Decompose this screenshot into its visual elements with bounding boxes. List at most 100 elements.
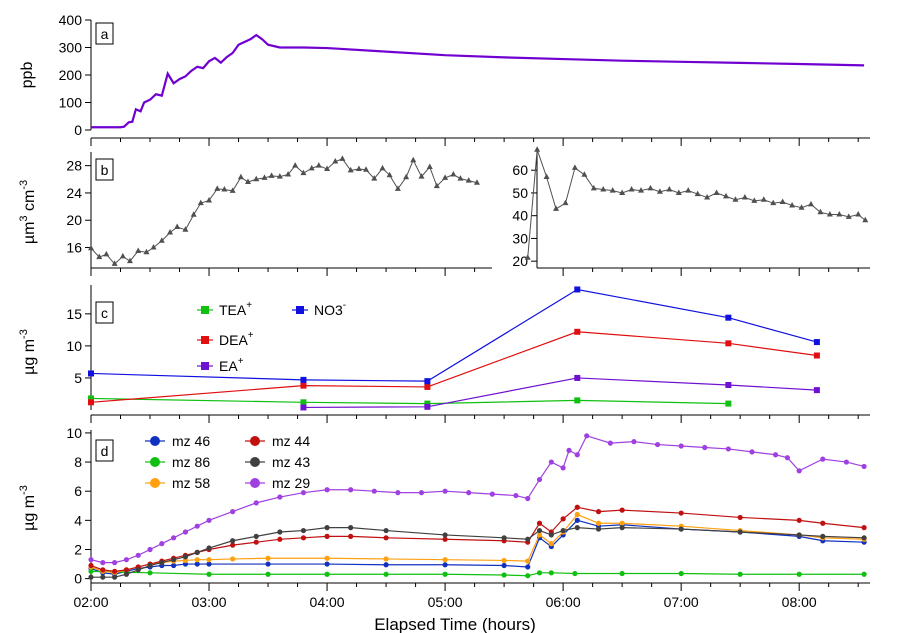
data-point-mz-46 (324, 561, 330, 567)
y-tick-label: 30 (512, 230, 528, 246)
data-point-left (363, 166, 370, 172)
data-point-mz-58 (206, 557, 212, 563)
data-point-mz-29 (574, 452, 580, 458)
data-point-mz-43 (277, 529, 283, 535)
data-point-mz-29 (796, 468, 802, 474)
data-point-mz-29 (607, 440, 613, 446)
data-point-left (457, 175, 464, 181)
data-point-left (182, 226, 189, 232)
data-point-left (190, 211, 197, 217)
data-point-mz-29 (395, 490, 401, 496)
data-point-mz-43 (123, 571, 130, 577)
data-point-mz-29 (784, 455, 790, 461)
data-point-right (581, 171, 588, 177)
panel-a-ylabel: ppb (19, 62, 36, 89)
data-point-right (817, 208, 824, 215)
data-point-right (732, 196, 739, 202)
data-point-left (103, 250, 110, 257)
data-point-dea (424, 383, 431, 390)
data-point-mz-44 (112, 568, 118, 574)
data-point-ea (725, 382, 732, 388)
data-point-left (214, 185, 221, 191)
panel-d-label-box (95, 439, 114, 462)
data-point-dea (88, 399, 94, 406)
data-point-mz-46 (182, 561, 189, 567)
data-point-mz-43 (253, 533, 259, 539)
y-tick-label: 8 (74, 454, 82, 470)
data-point-dea (813, 352, 820, 359)
data-point-ea (424, 403, 431, 410)
data-point-left (418, 173, 425, 179)
y-tick-label: 28 (66, 158, 82, 174)
data-point-right (590, 184, 597, 191)
data-point-dea (725, 340, 732, 347)
data-point-left (253, 175, 260, 182)
data-point-mz-29 (123, 557, 130, 563)
data-point-left (126, 257, 133, 264)
data-point-right (751, 197, 758, 203)
series-line-mz-44 (90, 506, 865, 572)
data-point-mz-43 (100, 574, 106, 580)
data-point-right (704, 193, 711, 200)
data-point-mz-58 (182, 557, 189, 564)
data-point-no3 (88, 370, 94, 377)
data-point-left (379, 164, 386, 171)
data-point-left (386, 171, 393, 178)
legend-marker-mz-58 (150, 478, 160, 488)
data-point-right (675, 189, 682, 195)
data-point-mz-29 (536, 476, 543, 483)
legend-marker-tea (201, 306, 209, 314)
data-point-left (96, 253, 103, 260)
data-point-right (553, 205, 560, 211)
data-point-right (619, 189, 626, 195)
data-point-left (473, 179, 480, 185)
data-point-mz-44 (253, 539, 259, 545)
data-point-mz-43 (501, 535, 507, 541)
panel-b: b µm3 cm-3 16 20 24 28 20 30 40 50 60 (18, 146, 870, 276)
x-tick-label: 04:00 (310, 594, 345, 610)
data-point-mz-44 (678, 510, 684, 516)
data-point-mz-44 (820, 520, 826, 526)
data-point-ea (300, 404, 307, 411)
data-point-mz-44 (861, 525, 867, 531)
data-point-mz-46 (194, 561, 200, 567)
data-point-mz-44 (796, 517, 802, 523)
series-line-no3 (90, 288, 818, 382)
data-point-left (308, 164, 315, 171)
y-tick-label: 20 (66, 212, 82, 228)
panel-c: c µg m-3 5 10 15 TEA+ DEA+ EA+ NO3- (18, 285, 870, 423)
panel-b-label: b (101, 162, 109, 178)
data-point-right (855, 211, 862, 217)
data-point-mz-29 (88, 557, 94, 563)
series-line-mz-43 (91, 527, 865, 578)
data-point-mz-43 (135, 567, 141, 573)
data-point-mz-29 (525, 495, 531, 502)
data-point-mz-29 (631, 439, 637, 445)
data-point-right (770, 199, 777, 206)
data-point-left (403, 173, 410, 180)
data-point-mz-86 (206, 571, 212, 577)
data-point-right (798, 204, 805, 210)
data-point-mz-46 (383, 562, 389, 568)
data-point-mz-46 (206, 561, 212, 567)
data-point-right (862, 216, 869, 223)
legend-marker-ea (201, 362, 209, 370)
data-point-mz-29 (300, 490, 307, 496)
legend-marker-mz-44 (250, 436, 260, 446)
data-point-no3 (300, 376, 307, 383)
data-point-mz-29 (560, 465, 566, 471)
data-point-mz-43 (230, 538, 236, 544)
y-tick-label: 0 (74, 122, 82, 138)
data-point-mz-29 (230, 509, 236, 515)
data-point-mz-29 (147, 546, 153, 553)
data-point-left (465, 177, 472, 183)
y-tick-label: 0 (74, 571, 82, 587)
data-point-mz-43 (574, 525, 580, 531)
data-point-left (433, 182, 440, 189)
y-tick-label: 60 (512, 162, 528, 178)
data-point-mz-44 (324, 533, 330, 539)
legend-label-no3: NO3- (314, 300, 346, 318)
data-point-mz-44 (100, 567, 106, 573)
data-point-right (836, 211, 843, 217)
data-point-mz-58 (442, 557, 448, 563)
